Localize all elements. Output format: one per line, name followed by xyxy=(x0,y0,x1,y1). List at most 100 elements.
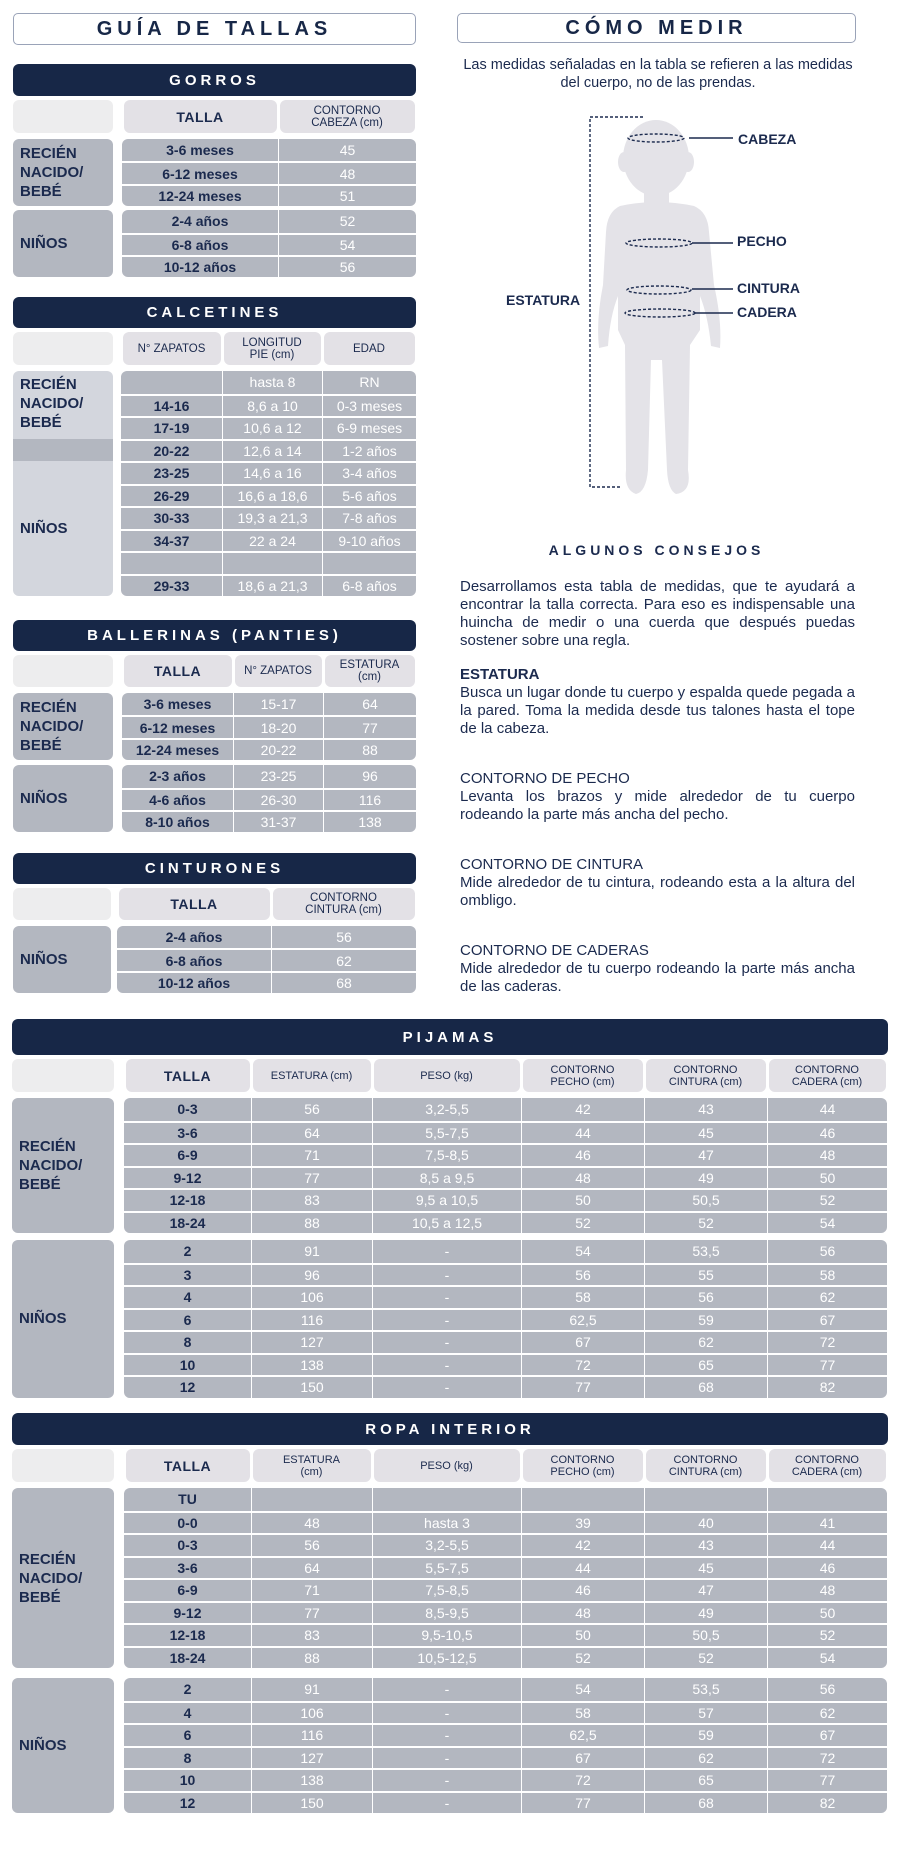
value-cell: 88 xyxy=(251,1212,372,1233)
value-cell: 59 xyxy=(644,1309,767,1330)
value-cell: 48 xyxy=(251,1512,372,1533)
value-cell: 48 xyxy=(767,1580,887,1601)
table-group: NIÑOS 2-3 años 23-25 96 4-6 años 26-30 116 8-10… xyxy=(13,765,416,833)
size-cell: 29-33 xyxy=(153,577,190,594)
value-cell: - xyxy=(372,1309,521,1330)
value-cell: 50,5 xyxy=(644,1190,767,1211)
value-cell: 50 xyxy=(767,1167,887,1188)
value-cell xyxy=(222,553,322,574)
size-cell: 34-37 xyxy=(153,532,190,549)
column-header: CONTORNO PECHO (cm) xyxy=(522,1059,643,1092)
value-cell: 91 xyxy=(251,1678,372,1701)
table-ropa-interior: ROPA INTERIOR TALLA ESTATURA (cm) PESO (kg)… xyxy=(12,1413,888,1813)
value-cell: - xyxy=(372,1770,521,1791)
size-cell: 10-12 años xyxy=(163,259,237,276)
value-cell: 50 xyxy=(767,1602,887,1623)
value-cell: 127 xyxy=(251,1747,372,1768)
table-title: PIJAMAS xyxy=(12,1019,888,1055)
size-cell: 2-4 años xyxy=(171,213,229,230)
size-cell: 10 xyxy=(179,1356,196,1373)
group-rows: 3-6 meses 15-17 64 6-12 meses 18-20 77 12-24 m… xyxy=(122,693,416,761)
value-cell: 68 xyxy=(644,1377,767,1398)
table-row: 17-19 10,6 a 12 6-9 meses xyxy=(121,416,416,439)
table-row: 3 96-56 55 58 xyxy=(124,1262,887,1285)
value-cell: 52 xyxy=(644,1647,767,1668)
value-cell: 45 xyxy=(278,139,416,162)
size-cell: 26-29 xyxy=(153,487,190,504)
table-row: 8 127-67 62 72 xyxy=(124,1745,887,1768)
column-header: CONTORNO CINTURA (cm) xyxy=(645,1059,766,1092)
size-cell: 6-9 xyxy=(177,1582,198,1599)
size-cell: 6 xyxy=(183,1727,192,1744)
label-waist: CINTURA xyxy=(737,280,800,296)
column-header: N° ZAPATOS xyxy=(234,655,322,687)
table-row: 10-12 años 56 xyxy=(122,254,416,278)
table-row: 6-12 meses 18-20 77 xyxy=(122,715,416,738)
value-cell: 42 xyxy=(521,1535,644,1556)
value-cell: 65 xyxy=(644,1770,767,1791)
value-cell: 48 xyxy=(278,163,416,184)
tip-text: Mide alrededor de tu cuerpo rodeando la … xyxy=(460,960,855,995)
size-cell: 3-6 meses xyxy=(166,142,234,159)
table-header-row: N° ZAPATOS LONGITUD PIE (cm) EDAD xyxy=(13,332,416,365)
label-chest: PECHO xyxy=(737,233,787,249)
value-cell: 9,5 a 10,5 xyxy=(372,1190,521,1211)
value-cell: 52 xyxy=(767,1190,887,1211)
value-cell: 6-8 años xyxy=(322,575,416,596)
value-cell: 83 xyxy=(251,1190,372,1211)
value-cell: 14,6 a 16 xyxy=(222,463,322,484)
value-cell: 15-17 xyxy=(233,693,323,716)
group-rows: 2-4 años 56 6-8 años 62 10-12 años 68 xyxy=(117,926,416,994)
table-body: RECIÉN NACIDO/ BEBÉ NIÑOS hasta 8 RN 14-16 8,… xyxy=(13,371,416,596)
value-cell: 8,5 a 9,5 xyxy=(372,1167,521,1188)
value-cell: 56 xyxy=(767,1678,887,1701)
value-cell: 116 xyxy=(323,789,416,810)
size-cell: 9-12 xyxy=(173,1169,202,1186)
group-label: NIÑOS xyxy=(12,1240,114,1398)
size-cell: 4 xyxy=(183,1289,192,1306)
group-label: RECIÉN NACIDO/ BEBÉ xyxy=(12,1488,114,1668)
size-cell: 2 xyxy=(183,1243,192,1260)
value-cell: 71 xyxy=(251,1580,372,1601)
value-cell: 0-3 meses xyxy=(322,395,416,416)
table-row: 30-33 19,3 a 21,3 7-8 años xyxy=(121,506,416,529)
value-cell: 43 xyxy=(644,1098,767,1121)
table-row: 12 150-77 68 82 xyxy=(124,1375,887,1398)
table-row: 6-9 71 7,5-8,5 46 47 48 xyxy=(124,1578,887,1601)
table-cinturones: CINTURONES TALLA CONTORNO CINTURA (cm) NIÑO… xyxy=(13,853,416,994)
size-cell: TU xyxy=(178,1491,197,1508)
value-cell: 8,5-9,5 xyxy=(372,1602,521,1623)
size-cell: 2 xyxy=(183,1681,192,1698)
table-row: 20-22 12,6 a 14 1-2 años xyxy=(121,438,416,461)
table-row: 12 150-77 68 82 xyxy=(124,1790,887,1813)
value-cell: 7-8 años xyxy=(322,508,416,529)
value-cell: 77 xyxy=(251,1602,372,1623)
waist-measure-ellipse xyxy=(626,285,692,295)
table-row: 12-24 meses 51 xyxy=(122,183,416,207)
group-label xyxy=(13,438,113,461)
value-cell: 43 xyxy=(644,1535,767,1556)
value-cell: 88 xyxy=(251,1647,372,1668)
value-cell: 72 xyxy=(767,1747,887,1768)
size-cell: 0-0 xyxy=(177,1514,198,1531)
value-cell: 46 xyxy=(521,1580,644,1601)
group-rows: 2 91-54 53,5 56 3 96-56 55 58 4 106-58 56 62 6 116-62… xyxy=(124,1240,887,1398)
table-gorros: GORROS TALLA CONTORNO CABEZA (cm) RECIÉN NA… xyxy=(13,64,416,278)
table-row: 3-6 64 5,5-7,5 44 45 46 xyxy=(124,1120,887,1143)
column-header: ESTATURA (cm) xyxy=(324,655,415,687)
column-header: TALLA xyxy=(125,1449,250,1482)
size-cell: 6-12 meses xyxy=(139,719,216,736)
value-cell: 64 xyxy=(251,1557,372,1578)
value-cell: 50 xyxy=(521,1190,644,1211)
value-cell: - xyxy=(372,1354,521,1375)
value-cell: 10,5 a 12,5 xyxy=(372,1212,521,1233)
size-cell: 12-18 xyxy=(169,1627,206,1644)
measure-intro: Las medidas señaladas en la tabla se ref… xyxy=(463,57,853,91)
column-header: ESTATURA (cm) xyxy=(252,1449,371,1482)
label-height: ESTATURA xyxy=(506,292,581,308)
value-cell: 18-20 xyxy=(233,717,323,738)
tip-title: ESTATURA xyxy=(460,666,540,683)
value-cell: 56 xyxy=(251,1535,372,1556)
tip-title: CONTORNO DE CINTURA xyxy=(460,856,644,873)
table-row: 10 138-72 65 77 xyxy=(124,1768,887,1791)
